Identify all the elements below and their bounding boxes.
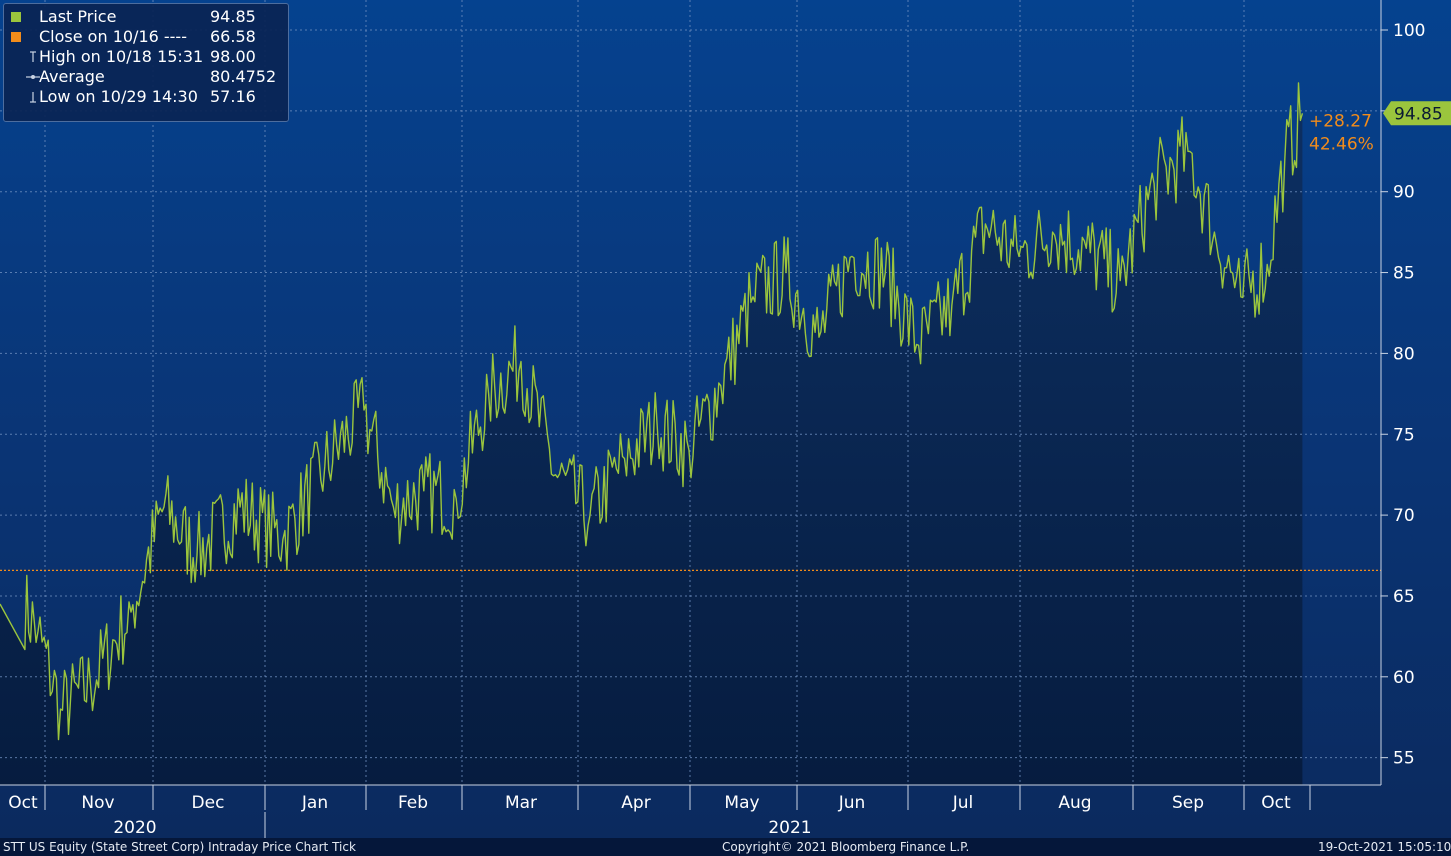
legend-value: 66.58 (210, 27, 256, 46)
price-area-fill (0, 82, 1303, 785)
legend-label: High on 10/18 15:31 (39, 47, 204, 66)
month-label: Mar (505, 793, 537, 813)
legend-value: 80.4752 (210, 67, 277, 86)
change-absolute: +28.27 (1309, 111, 1372, 131)
y-tick-label: 65 (1393, 587, 1415, 607)
month-label: Aug (1058, 793, 1091, 813)
year-label: 2020 (113, 818, 156, 838)
month-label: Sep (1172, 793, 1204, 813)
month-label: Apr (621, 793, 650, 813)
last-price-tag-label: 94.85 (1394, 104, 1443, 124)
footer-copyright: Copyright© 2021 Bloomberg Finance L.P. (722, 840, 970, 854)
legend-label: Average (39, 67, 105, 86)
y-tick-label: 90 (1393, 183, 1415, 203)
legend-row-last-price: Last Price 94.85 (4, 7, 288, 27)
month-label: Jun (838, 793, 866, 813)
legend-label: Last Price (39, 7, 117, 26)
low-marker-icon (30, 92, 36, 103)
average-marker-icon (26, 75, 40, 79)
bottom-time-axis: Oct Nov Dec Jan Feb Mar Apr May Jun Jul Aug Sep Oct 2… (0, 784, 1381, 838)
year-label: 2021 (768, 818, 811, 838)
legend-value: 94.85 (210, 7, 256, 26)
high-marker-icon (30, 51, 36, 62)
price-line (0, 82, 1304, 741)
legend-row-high: High on 10/18 15:31 98.00 (4, 47, 288, 67)
legend-value: 57.16 (210, 87, 256, 106)
legend-label: Close on 10/16 ---- (39, 27, 187, 46)
y-tick-label: 100 (1393, 21, 1425, 41)
chart-legend: Last Price 94.85 Close on 10/16 ---- 66.… (3, 3, 289, 122)
month-label: Feb (398, 793, 428, 813)
y-tick-label: 55 (1393, 749, 1415, 769)
month-label: Jan (301, 793, 328, 813)
legend-row-average: Average 80.4752 (4, 67, 288, 87)
month-label: Dec (192, 793, 225, 813)
y-tick-label: 70 (1393, 506, 1415, 526)
footer-timestamp: 19-Oct-2021 15:05:10 (1318, 840, 1451, 854)
month-label: Oct (1261, 793, 1291, 813)
y-tick-label: 85 (1393, 264, 1415, 284)
right-price-axis: 55 60 65 70 75 80 85 90 100 (1380, 0, 1425, 785)
legend-row-close: Close on 10/16 ---- 66.58 (4, 27, 288, 47)
price-annotations: 94.85 +28.27 42.46% (1309, 101, 1451, 154)
month-label: Jul (952, 793, 974, 813)
legend-value: 98.00 (210, 47, 256, 66)
footer-chart-description: STT US Equity (State Street Corp) Intrad… (3, 840, 356, 854)
change-percent: 42.46% (1309, 134, 1374, 154)
close-swatch (11, 32, 21, 42)
y-tick-label: 80 (1393, 344, 1415, 364)
month-label: Oct (8, 793, 38, 813)
last-price-swatch (11, 12, 21, 22)
y-tick-label: 75 (1393, 425, 1415, 445)
y-tick-label: 60 (1393, 668, 1415, 688)
price-area (0, 82, 1303, 785)
month-label: May (724, 793, 759, 813)
legend-label: Low on 10/29 14:30 (39, 87, 198, 106)
last-price-tag (1383, 101, 1451, 126)
month-label: Nov (81, 793, 114, 813)
chart-grid (0, 0, 1381, 785)
legend-row-low: Low on 10/29 14:30 57.16 (4, 87, 288, 107)
price-series-layer (0, 82, 1304, 741)
